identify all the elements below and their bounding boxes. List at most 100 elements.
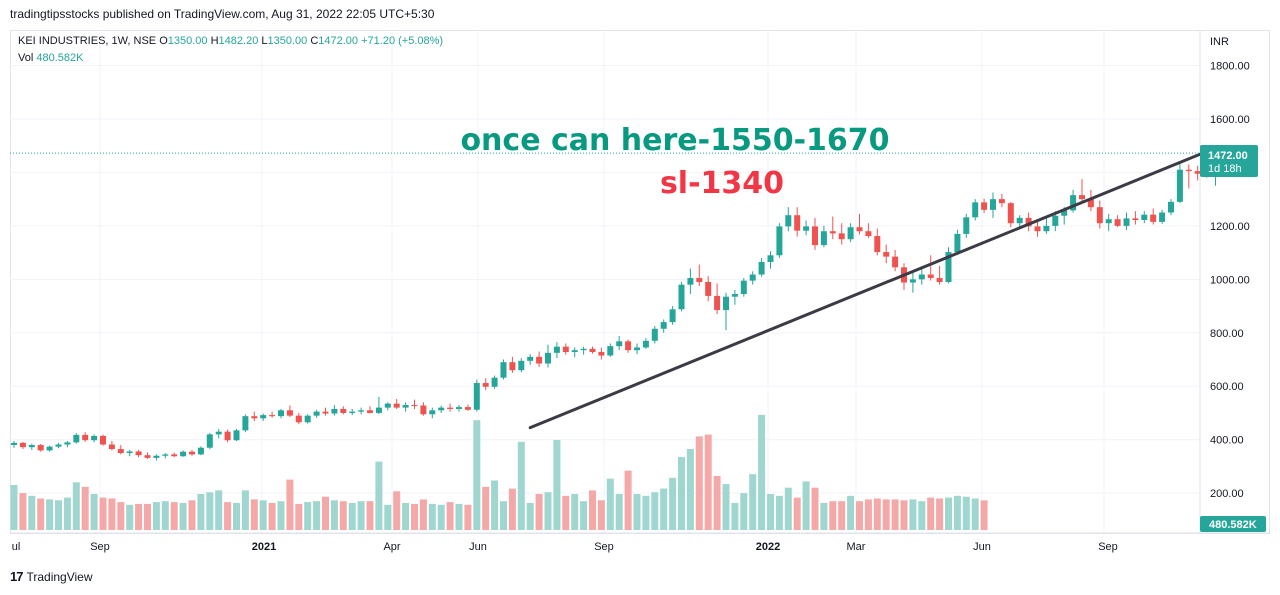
volume-bar: [348, 503, 356, 530]
footer[interactable]: 17 TradingView: [10, 569, 93, 584]
candle-body: [1070, 195, 1077, 211]
candle-body: [687, 277, 694, 285]
volume-bar: [571, 494, 579, 530]
candle-body: [37, 445, 44, 451]
time-tick-label: Sep: [1098, 541, 1118, 553]
time-tick-label: Sep: [594, 541, 614, 553]
candle-body: [669, 309, 676, 323]
volume-bar: [46, 499, 54, 530]
volume-bar: [660, 488, 668, 530]
candle-body: [509, 362, 516, 371]
candle-body: [358, 410, 365, 412]
volume-bar: [740, 493, 748, 530]
candle-body: [660, 322, 667, 329]
volume-bar: [713, 476, 721, 530]
volume-bar: [936, 498, 944, 530]
candle-body: [1159, 212, 1166, 222]
volume-bar: [686, 449, 694, 530]
candle-body: [812, 226, 818, 246]
candle-body: [224, 431, 231, 441]
candle-body: [464, 407, 471, 410]
candle-body: [260, 415, 267, 419]
volume-bar: [19, 493, 27, 530]
volume-bar: [393, 491, 401, 530]
candle-body: [998, 199, 1005, 204]
candle-body: [349, 411, 356, 413]
volume-legend: Vol 480.582K: [18, 52, 83, 64]
price-tick-label: 1800.00: [1210, 61, 1250, 73]
volume-bar: [918, 501, 926, 530]
volume-bar: [962, 496, 970, 530]
price-tick-label: 1200.00: [1210, 221, 1250, 233]
volume-bar: [197, 494, 205, 530]
candle-body: [678, 284, 685, 310]
candle-body: [527, 356, 534, 361]
candle-body: [233, 430, 240, 441]
candle-body: [1114, 219, 1121, 226]
candle-body: [278, 410, 284, 417]
trendline[interactable]: [528, 152, 1202, 430]
volume-bar: [304, 502, 312, 530]
volume-bar: [651, 492, 659, 530]
volume-bar: [749, 474, 757, 530]
volume-bar: [188, 500, 196, 530]
candle-body: [1105, 219, 1112, 224]
volume-bar: [375, 461, 383, 530]
tradingview-logo-icon: 17: [10, 569, 24, 584]
candle-body: [874, 236, 881, 253]
volume-bar: [642, 495, 650, 530]
price-tick-label: 1000.00: [1210, 274, 1250, 286]
volume-bar: [295, 503, 303, 530]
candle-body: [1168, 201, 1174, 213]
candle-body: [589, 348, 596, 353]
candle-body: [269, 415, 276, 417]
candle-body: [55, 444, 62, 447]
candle-body: [562, 346, 569, 353]
volume-bar: [980, 500, 988, 530]
last-volume-badge: 480.582K: [1200, 516, 1266, 532]
candle-body: [473, 383, 480, 410]
volume-bar: [953, 495, 961, 530]
bar-countdown: 1d 18h: [1208, 163, 1242, 175]
candle-body: [393, 403, 400, 408]
volume-bar: [437, 504, 445, 530]
open-value: 1350.00: [167, 35, 208, 47]
volume-bar: [695, 436, 703, 530]
candle-body: [46, 446, 53, 451]
high-value: 1482.20: [218, 35, 259, 47]
volume-bar: [553, 440, 561, 530]
candle-body: [180, 451, 187, 457]
publisher-line: tradingtipsstocks published on TradingVi…: [10, 7, 435, 21]
candle-body: [1034, 226, 1041, 232]
candle-body: [108, 444, 115, 450]
candle-body: [634, 347, 640, 351]
candle-body: [545, 352, 551, 364]
volume-bar: [838, 501, 846, 530]
volume-bar: [882, 499, 890, 530]
volume-bar: [535, 494, 543, 530]
low-label: L: [261, 35, 268, 47]
currency-label: INR: [1210, 36, 1229, 48]
candle-body: [429, 410, 436, 415]
volume-bar: [856, 501, 863, 530]
volume-bar: [330, 500, 338, 530]
candle-body: [865, 231, 872, 237]
volume-bar: [767, 494, 774, 530]
volume-bar: [847, 495, 855, 530]
volume-bar: [508, 488, 516, 530]
candle-body: [820, 231, 827, 246]
volume-bar: [108, 498, 116, 530]
candle-body: [340, 408, 347, 413]
volume-bar: [775, 495, 783, 530]
candle-body: [153, 455, 160, 458]
candle-body: [909, 279, 916, 283]
volume-bar: [909, 499, 917, 530]
candle-body: [972, 202, 979, 218]
candle-body: [304, 415, 311, 423]
time-tick-label: 2021: [252, 541, 276, 553]
candle-body: [11, 442, 17, 446]
candle-body: [313, 411, 320, 416]
candle-body: [918, 274, 925, 280]
time-tick-label: Jun: [469, 541, 487, 553]
